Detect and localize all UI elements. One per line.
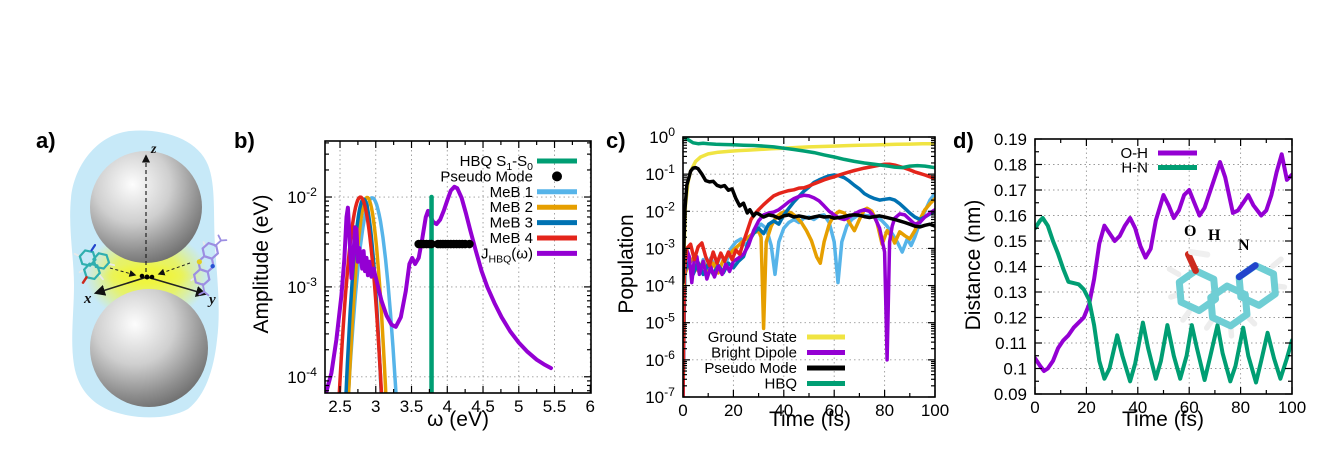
svg-text:MeB 4: MeB 4 <box>490 230 533 247</box>
hbq-molecule-inset: O H N <box>1166 223 1288 339</box>
x-axis-label: x <box>83 291 92 307</box>
meb-molecule-small <box>190 234 228 297</box>
svg-text:40: 40 <box>1128 398 1147 417</box>
svg-text:60: 60 <box>825 401 844 420</box>
svg-text:20: 20 <box>1077 398 1096 417</box>
svg-text:10-4: 10-4 <box>645 274 675 296</box>
svg-text:4: 4 <box>443 397 452 416</box>
chart-amplitude-spectrum: 2.5 3 3.5 4 4.5 5 5.5 6 10-2 10-3 10-4 HBQ S1-S0Pse… <box>287 140 595 416</box>
coordinate-axes <box>93 154 208 297</box>
svg-text:0.13: 0.13 <box>994 283 1027 302</box>
svg-text:Ground State: Ground State <box>708 329 797 346</box>
svg-text:0: 0 <box>678 401 687 420</box>
svg-text:10-3: 10-3 <box>287 275 317 297</box>
chart-d-xlabel: Time (fs) <box>1121 408 1205 431</box>
svg-text:100: 100 <box>921 401 949 420</box>
nitrogen-label: N <box>1238 237 1250 254</box>
svg-text:80: 80 <box>875 401 894 420</box>
panel-c-label: c) <box>606 128 626 153</box>
svg-text:40: 40 <box>774 401 793 420</box>
oxygen-label: O <box>1184 223 1196 240</box>
svg-text:10-2: 10-2 <box>645 199 675 221</box>
panel-a-label: a) <box>36 128 56 153</box>
chart-b-xlabel: ω (eV) <box>427 408 489 431</box>
svg-text:0: 0 <box>1030 398 1039 417</box>
svg-text:0.11: 0.11 <box>995 334 1027 353</box>
svg-text:10-1: 10-1 <box>645 162 675 184</box>
svg-text:100: 100 <box>649 125 675 147</box>
svg-text:Pseudo Mode: Pseudo Mode <box>440 168 533 185</box>
y-axis-label: y <box>207 292 216 308</box>
svg-text:10-3: 10-3 <box>645 236 675 258</box>
svg-text:0.16: 0.16 <box>994 207 1027 226</box>
svg-text:Pseudo Mode: Pseudo Mode <box>704 360 797 377</box>
svg-text:0.19: 0.19 <box>994 130 1027 149</box>
svg-text:0.1: 0.1 <box>1003 360 1027 379</box>
svg-text:MeB 1: MeB 1 <box>490 184 533 201</box>
svg-text:MeB 3: MeB 3 <box>490 215 533 232</box>
svg-text:H-N: H-N <box>1121 160 1148 177</box>
svg-text:5.5: 5.5 <box>543 397 567 416</box>
svg-text:10-4: 10-4 <box>287 365 317 387</box>
chart-b-ylabel: Amplitude (eV) <box>250 194 273 334</box>
chart-population-dynamics: 0 20 40 60 80 100 100 10-1 10-2 10-3 10-4 10-5 10-6 1… <box>645 125 949 420</box>
svg-text:100: 100 <box>1278 398 1306 417</box>
svg-text:O-H: O-H <box>1121 145 1149 162</box>
panel-d-label: d) <box>953 128 974 153</box>
svg-text:10-7: 10-7 <box>645 385 675 407</box>
nanoparticle-dimer-illustration: z x y <box>70 130 228 418</box>
svg-text:2.5: 2.5 <box>328 397 352 416</box>
svg-text:HBQ: HBQ <box>764 376 797 393</box>
chart-c-xlabel: Time (fs) <box>768 408 852 431</box>
svg-text:6: 6 <box>586 397 595 416</box>
svg-text:3: 3 <box>371 397 380 416</box>
svg-text:0.14: 0.14 <box>994 258 1027 277</box>
svg-text:0.09: 0.09 <box>994 385 1027 404</box>
svg-text:MeB 2: MeB 2 <box>490 199 533 216</box>
svg-text:0.18: 0.18 <box>994 156 1027 175</box>
chart-c-ylabel: Population <box>615 214 638 314</box>
svg-text:0.12: 0.12 <box>994 309 1027 328</box>
svg-text:10-6: 10-6 <box>645 348 675 370</box>
hydrogen-label: H <box>1208 227 1221 244</box>
svg-text:10-2: 10-2 <box>287 185 317 207</box>
z-axis-label: z <box>150 142 157 157</box>
svg-text:0.17: 0.17 <box>994 181 1027 200</box>
svg-text:JHBQ(ω): JHBQ(ω) <box>481 245 533 265</box>
svg-text:10-5: 10-5 <box>645 311 675 333</box>
svg-text:60: 60 <box>1180 398 1199 417</box>
dipole-dots <box>139 273 155 280</box>
svg-text:Bright Dipole: Bright Dipole <box>711 345 797 362</box>
svg-text:5: 5 <box>514 397 523 416</box>
svg-text:3.5: 3.5 <box>400 397 424 416</box>
svg-text:20: 20 <box>724 401 743 420</box>
nanoparticle-bottom <box>90 289 208 407</box>
svg-text:0.15: 0.15 <box>994 232 1027 251</box>
svg-text:4.5: 4.5 <box>471 397 495 416</box>
chart-d-ylabel: Distance (nm) <box>962 199 985 331</box>
hbq-molecule-small <box>73 243 116 284</box>
svg-text:80: 80 <box>1231 398 1250 417</box>
chart-bond-distance: 0 20 40 60 80 100 0.09 0.1 0.11 0.12 0.13 0.14 0.15 0… <box>994 130 1306 417</box>
svg-text:HBQ S1-S0: HBQ S1-S0 <box>460 153 534 173</box>
panel-b-label: b) <box>234 128 255 153</box>
